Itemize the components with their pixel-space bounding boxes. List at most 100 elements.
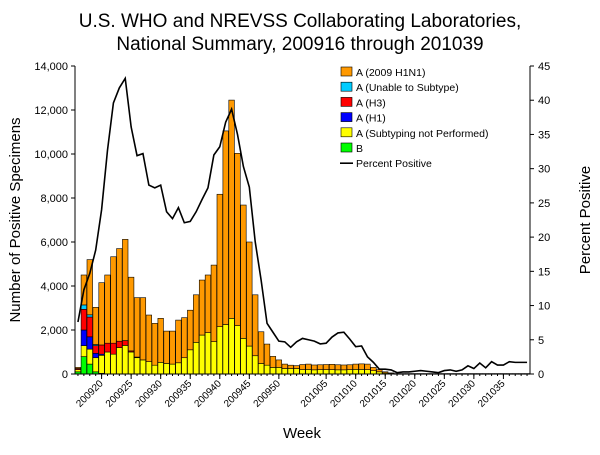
- y-tick-label: 8,000: [40, 193, 68, 205]
- bar-segment: [323, 364, 330, 370]
- bar-segment: [86, 316, 93, 338]
- y2-tick-label: 15: [538, 266, 550, 278]
- bar-segment: [281, 368, 288, 375]
- x-tick-label: 200940: [193, 378, 225, 410]
- legend-label: B: [356, 143, 363, 155]
- bar-segment: [246, 345, 253, 375]
- y-tick-label: 4,000: [40, 281, 68, 293]
- bars: [74, 75, 531, 375]
- bar-segment: [240, 204, 247, 339]
- x-tick-label: 200935: [163, 378, 195, 410]
- bar-segment: [352, 363, 359, 370]
- legend-swatch: [340, 112, 353, 122]
- bar-segment: [86, 259, 93, 316]
- bar-segment: [334, 364, 342, 371]
- bar-segment: [311, 369, 318, 375]
- bar-segment: [104, 342, 111, 353]
- bar-segment: [116, 347, 123, 375]
- bar-segment: [80, 329, 87, 346]
- y2-tick-label: 40: [538, 95, 550, 107]
- legend-label: A (2009 H1N1): [356, 67, 425, 79]
- bar-segment: [240, 338, 247, 375]
- bar-segment: [281, 363, 288, 369]
- x-tick-label: 201015: [358, 378, 390, 410]
- x-tick-label: 200950: [252, 378, 284, 410]
- bar-segment: [204, 332, 212, 375]
- bar-segment: [151, 364, 158, 375]
- bar-segment: [275, 359, 282, 368]
- legend-swatch: [340, 127, 353, 138]
- bar-segment: [74, 369, 82, 373]
- bar-segment: [104, 274, 111, 344]
- y2-tick-label: 30: [538, 164, 550, 176]
- legend-label: Percent Positive: [356, 158, 432, 170]
- bar-segment: [358, 363, 365, 370]
- bar-segment: [193, 342, 200, 375]
- bar-segment: [157, 362, 164, 375]
- bar-segment: [222, 324, 229, 375]
- bar-segment: [293, 365, 300, 369]
- bar-segment: [204, 274, 212, 333]
- legend-swatch: [340, 81, 353, 92]
- bar-segment: [139, 297, 147, 361]
- bar-segment: [364, 363, 371, 370]
- bar-segment: [263, 343, 271, 366]
- bar-segment: [340, 364, 347, 371]
- bar-segment: [80, 356, 87, 375]
- bar-segment: [128, 351, 135, 375]
- bar-segment: [275, 367, 282, 375]
- bar-segment: [317, 364, 324, 370]
- bar-segment: [145, 361, 152, 375]
- x-tick-label: 201035: [476, 378, 508, 410]
- bar-segment: [317, 369, 324, 375]
- bar-segment: [216, 193, 223, 327]
- x-tick-label: 200930: [133, 378, 165, 410]
- bar-segment: [311, 364, 318, 371]
- bar-segment: [346, 364, 353, 370]
- bar-segment: [198, 279, 206, 336]
- bar-segment: [80, 304, 87, 310]
- bar-segment: [334, 369, 342, 375]
- bar-segment: [258, 363, 265, 375]
- bar-segment: [128, 276, 135, 352]
- bar-segment: [110, 342, 117, 355]
- x-tick-label: 201025: [417, 378, 449, 410]
- bar-segment: [328, 364, 336, 370]
- bar-segment: [299, 364, 306, 370]
- bar-segment: [181, 357, 188, 375]
- bar-segment: [116, 340, 123, 348]
- x-tick-label: 201005: [299, 378, 331, 410]
- bar-segment: [234, 153, 241, 326]
- bar-segment: [175, 319, 182, 364]
- y2-tick-label: 20: [538, 232, 550, 244]
- bar-segment: [163, 363, 170, 375]
- bar-segment: [287, 364, 294, 369]
- bar-segment: [222, 130, 229, 325]
- y2-tick-label: 25: [538, 198, 550, 210]
- x-tick-label: 200925: [104, 378, 136, 410]
- x-tick-label: 201030: [447, 378, 479, 410]
- x-tick-label: 200920: [74, 378, 106, 410]
- bar-segment: [122, 340, 129, 346]
- chart-title-line-1: U.S. WHO and NREVSS Collaborating Labora…: [79, 11, 521, 32]
- bar-segment: [352, 369, 359, 375]
- legend-label: A (H3): [356, 97, 386, 109]
- bar-segment: [228, 99, 235, 319]
- bar-segment: [133, 357, 141, 375]
- x-tick-label: 201010: [328, 378, 360, 410]
- bar-segment: [139, 359, 147, 375]
- bar-segment: [305, 363, 312, 370]
- bar-segment: [163, 330, 170, 364]
- y2-tick-label: 10: [538, 301, 550, 313]
- x-tick-label: 201020: [388, 378, 420, 410]
- bar-segment: [187, 349, 194, 375]
- bar-segment: [104, 351, 111, 375]
- bar-segment: [74, 367, 82, 369]
- bar-segment: [388, 372, 395, 374]
- chart-title-line-2: National Summary, 200916 through 201039: [116, 34, 483, 55]
- bar-segment: [175, 362, 182, 375]
- bar-segment: [323, 369, 330, 375]
- bar-segment: [263, 364, 271, 375]
- bar-segment: [86, 363, 93, 375]
- bar-segment: [92, 307, 99, 345]
